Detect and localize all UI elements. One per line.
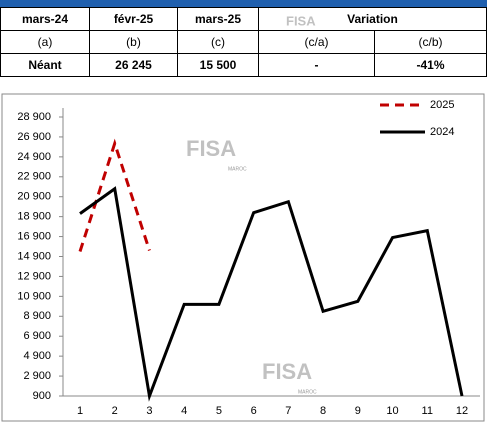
- y-tick-label: 12 900: [17, 270, 51, 282]
- x-tick-label: 8: [320, 405, 326, 417]
- y-tick-label: 900: [33, 390, 51, 402]
- x-tick-label: 1: [77, 405, 83, 417]
- y-tick-label: 20 900: [17, 191, 51, 203]
- y-tick-label: 14 900: [17, 250, 51, 262]
- cell: Néant: [0, 53, 90, 77]
- watermark: FISA: [262, 359, 312, 384]
- x-tick-label: 11: [422, 405, 433, 417]
- y-tick-label: 28 900: [17, 111, 51, 123]
- x-tick-label: 3: [146, 405, 152, 417]
- y-tick-label: 4 900: [23, 350, 51, 362]
- cell: -: [258, 53, 375, 77]
- legend-label: 2024: [430, 126, 454, 138]
- x-tick-label: 2: [112, 405, 118, 417]
- y-tick-label: 22 900: [17, 171, 51, 183]
- watermark: FISA: [286, 13, 316, 28]
- x-tick-label: 10: [386, 405, 398, 417]
- cell: (c/a): [258, 30, 375, 54]
- cell: févr-25: [89, 7, 178, 31]
- cell: Variation: [258, 7, 487, 31]
- cell: mars-25: [177, 7, 259, 31]
- x-tick-label: 9: [355, 405, 361, 417]
- y-tick-label: 26 900: [17, 131, 51, 143]
- cell: -41%: [374, 53, 487, 77]
- legend-label: 2025: [430, 99, 454, 111]
- line-2025: [78, 138, 151, 252]
- y-tick-label: 10 900: [17, 290, 51, 302]
- watermark-sub: MAROC: [228, 166, 247, 172]
- watermark-sub: MAROC: [298, 389, 317, 395]
- x-tick-label: 4: [181, 405, 187, 417]
- chart-frame: [1, 93, 485, 422]
- y-tick-label: 2 900: [23, 370, 51, 382]
- cell: 15 500: [177, 53, 259, 77]
- x-tick-label: 12: [456, 405, 468, 417]
- cell: mars-24: [0, 7, 90, 31]
- cell: (a): [0, 30, 90, 54]
- cell: (c): [177, 30, 259, 54]
- x-tick-label: 7: [285, 405, 291, 417]
- line-2024: [79, 186, 464, 402]
- header-bar: [0, 0, 487, 7]
- x-tick-label: 5: [216, 405, 222, 417]
- y-tick-label: 6 900: [23, 330, 51, 342]
- y-tick-label: 18 900: [17, 211, 51, 223]
- x-tick-label: 6: [251, 405, 257, 417]
- cell: 26 245: [89, 53, 178, 77]
- summary-table: mars-24 févr-25 mars-25 Variation (a) (b) (c)…: [0, 7, 487, 77]
- y-tick-label: 16 900: [17, 230, 51, 242]
- watermark: FISA: [186, 136, 236, 161]
- y-tick-label: 24 900: [17, 151, 51, 163]
- y-tick-label: 8 900: [23, 310, 51, 322]
